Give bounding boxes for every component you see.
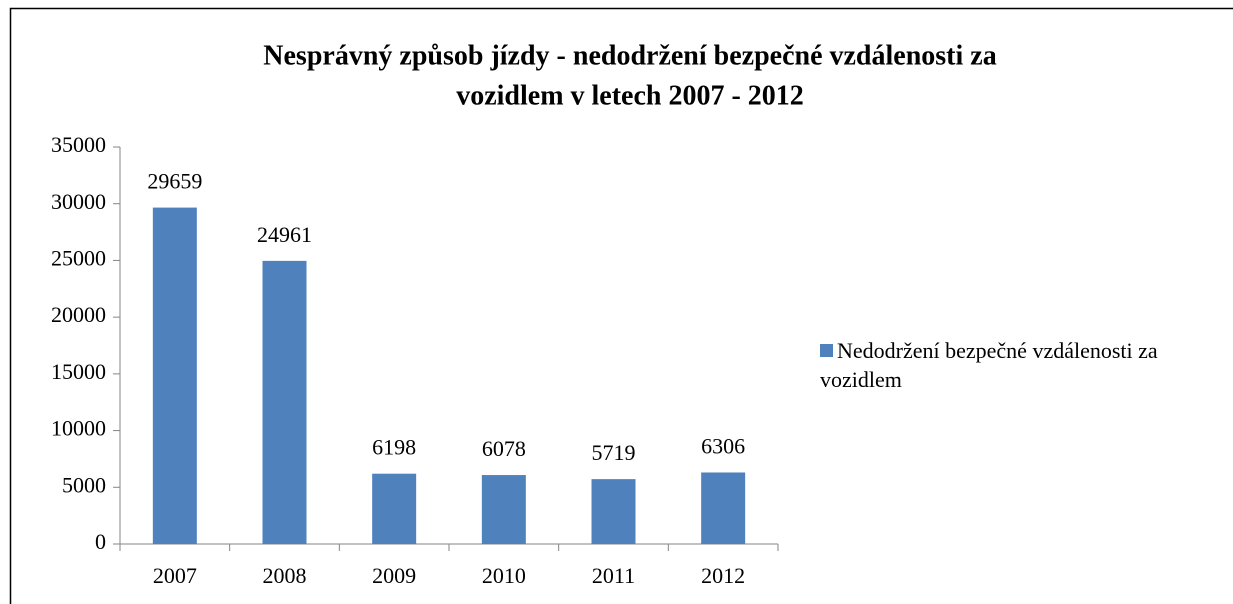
- y-tick-label: 10000: [51, 416, 106, 441]
- chart-title: Nesprávný způsob jízdy - nedodržení bezp…: [263, 40, 996, 71]
- bar: [372, 473, 417, 544]
- x-tick-label: 2007: [153, 563, 197, 588]
- value-label: 6306: [701, 434, 745, 459]
- value-label: 6198: [372, 435, 416, 460]
- value-label: 6078: [482, 436, 526, 461]
- y-tick-label: 35000: [51, 132, 106, 157]
- y-tick-label: 20000: [51, 302, 106, 327]
- y-tick-label: 15000: [51, 359, 106, 384]
- bar: [481, 475, 526, 544]
- x-tick-label: 2008: [263, 563, 307, 588]
- chart-title: vozidlem v letech 2007 - 2012: [456, 80, 804, 111]
- y-tick-label: 25000: [51, 245, 106, 270]
- chart-border: [9, 7, 1233, 604]
- value-label: 5719: [592, 440, 636, 465]
- y-tick-label: 5000: [62, 472, 106, 497]
- bar: [701, 472, 746, 544]
- x-tick-label: 2010: [482, 563, 526, 588]
- legend-label: Nedodržení bezpečné vzdálenosti za vozid…: [820, 338, 1158, 392]
- value-label: 24961: [257, 222, 312, 247]
- legend: Nedodržení bezpečné vzdálenosti za vozid…: [820, 336, 1220, 394]
- legend-swatch: [820, 344, 833, 357]
- bar: [152, 207, 197, 544]
- x-tick-label: 2012: [701, 563, 745, 588]
- x-tick-label: 2009: [372, 563, 416, 588]
- y-tick-label: 0: [95, 529, 106, 554]
- bar: [262, 260, 307, 544]
- y-tick-label: 30000: [51, 189, 106, 214]
- x-tick-label: 2011: [592, 563, 635, 588]
- value-label: 29659: [147, 169, 202, 194]
- bar: [591, 479, 636, 544]
